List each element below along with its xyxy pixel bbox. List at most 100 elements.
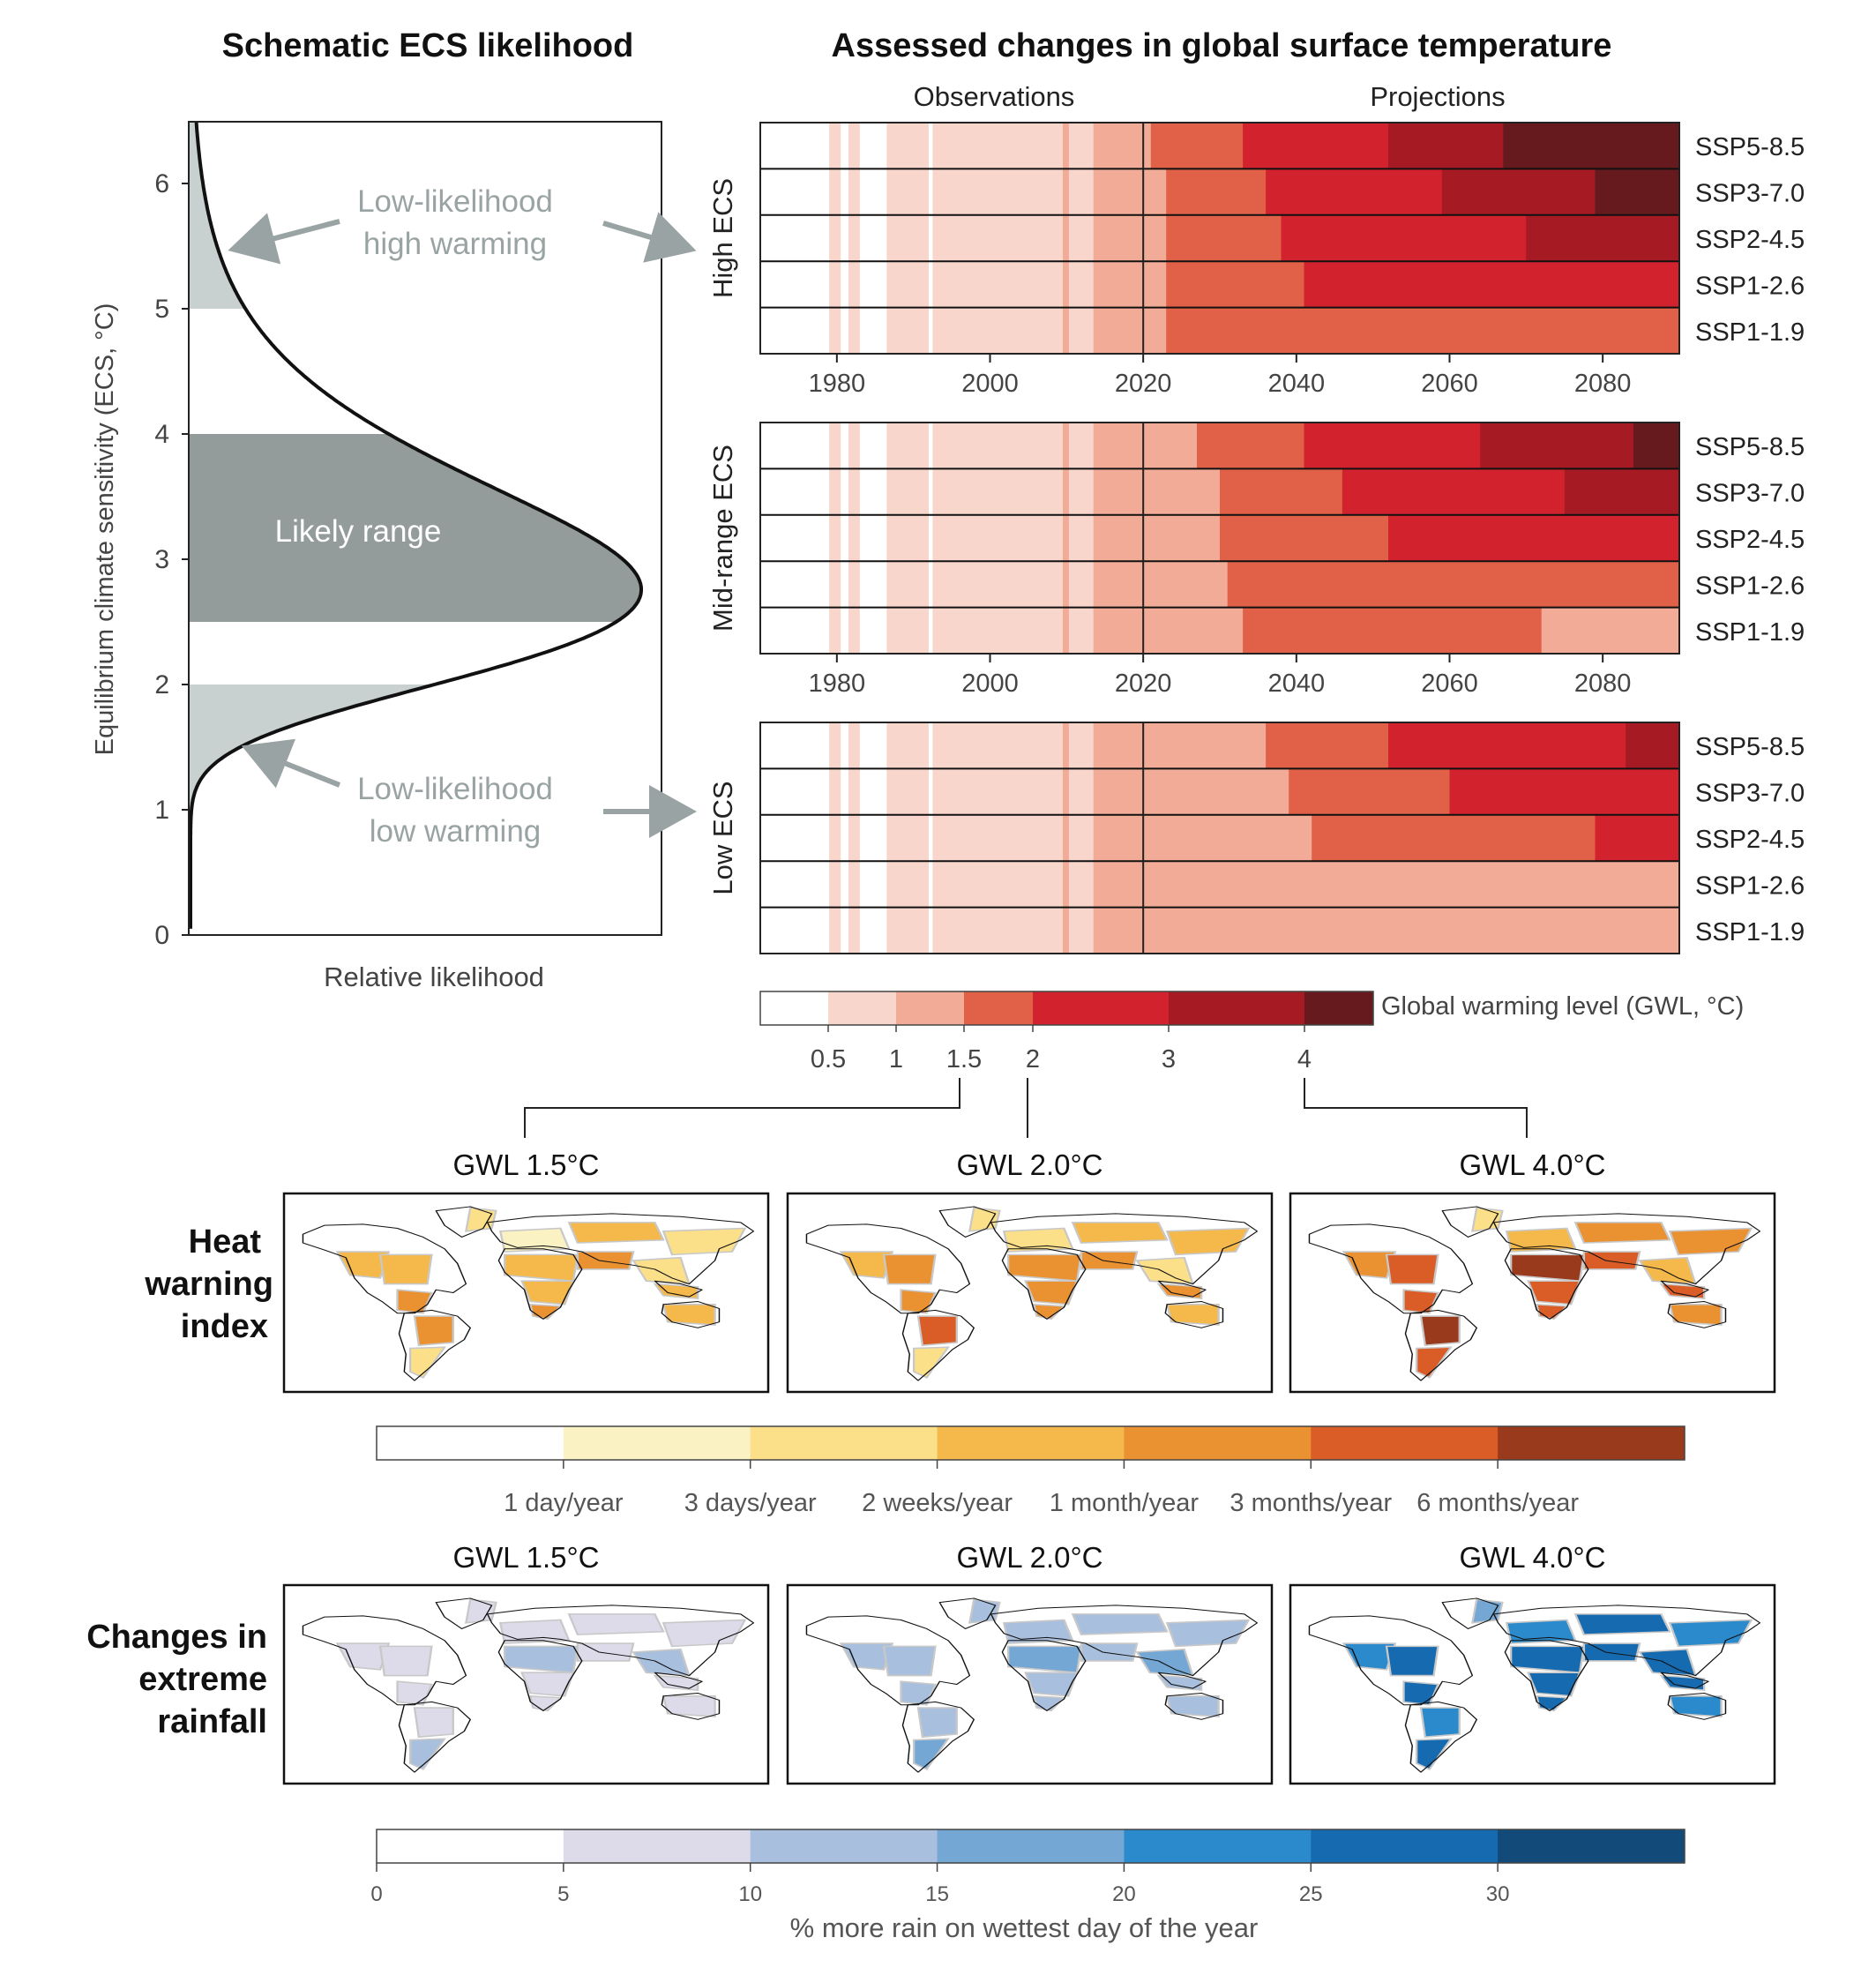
rain-row-label-line3: rainfall: [157, 1703, 267, 1740]
low-tail-band: [189, 685, 435, 810]
observation-stripe: [760, 307, 830, 354]
observation-stripe: [841, 168, 849, 215]
map-region: [839, 1251, 894, 1279]
observation-stripe: [841, 861, 849, 908]
projections-label: Projections: [1370, 81, 1505, 112]
map-region: [1342, 1642, 1397, 1671]
gwl-tick-label: 0.5: [811, 1045, 846, 1074]
map-region: [576, 1642, 635, 1662]
observation-stripe: [1068, 722, 1095, 769]
coastline: [901, 1701, 975, 1773]
map-region: [839, 1642, 894, 1671]
gwl-tick-label: 2: [1026, 1045, 1040, 1074]
observation-stripe: [932, 168, 1064, 215]
ecs-group-panel: SSP5-8.5 SSP3-7.0 SSP2-4.5 SSP1-2.6 SSP1-1.9…: [707, 422, 1805, 698]
projection-stripe: [1166, 214, 1282, 262]
projection-stripe: [1342, 468, 1566, 515]
observation-stripe: [929, 814, 933, 862]
map-region: [1471, 1598, 1504, 1624]
projection-stripe: [1304, 423, 1481, 469]
ecs-group-panel: SSP5-8.5 SSP3-7.0 SSP2-4.5 SSP1-2.6 SSP1-1.9…: [707, 122, 1805, 398]
observation-stripe: [859, 168, 887, 215]
observation-stripe: [1063, 261, 1070, 308]
coastline: [938, 1597, 997, 1629]
projection-stripe: [1143, 261, 1167, 308]
map-region: [567, 1613, 665, 1635]
observation-stripe: [886, 861, 930, 908]
coastline: [1441, 1206, 1499, 1238]
observation-stripe: [932, 814, 1064, 862]
map-region: [1165, 1619, 1251, 1648]
rain-legend-tick-label: 5: [557, 1882, 569, 1906]
projection-stripe: [1227, 561, 1680, 608]
projection-stripe: [1281, 214, 1527, 262]
map-region: [465, 1598, 497, 1624]
projection-stripe: [1220, 468, 1343, 515]
rain-legend-tick-label: 15: [925, 1882, 949, 1906]
observation-stripe: [929, 168, 933, 215]
ecs-group-label: Mid-range ECS: [707, 445, 738, 632]
heat-legend-label: 1 day/year: [504, 1489, 624, 1517]
projection-stripe: [1388, 123, 1504, 169]
map-region: [1024, 1672, 1079, 1697]
rain-map-panel: [786, 1583, 1274, 1785]
map-region: [378, 1253, 433, 1285]
observation-stripe: [841, 307, 849, 354]
map-region: [1668, 1227, 1753, 1256]
heat-legend-label: 3 months/year: [1229, 1489, 1392, 1517]
map-region: [567, 1222, 665, 1244]
observation-stripe: [932, 307, 1064, 354]
observation-stripe: [848, 214, 861, 262]
observation-stripe: [859, 468, 887, 515]
arrow-to-high-tail: [228, 213, 340, 265]
observation-stripe: [886, 514, 930, 562]
coastline: [486, 1213, 755, 1285]
map-region: [1573, 1613, 1671, 1635]
heat-legend-label: 1 month/year: [1050, 1489, 1200, 1517]
coastline: [1157, 1672, 1207, 1689]
observation-stripe: [760, 168, 830, 215]
map-region: [1080, 1251, 1139, 1270]
high-warming-label-line2: high warming: [363, 227, 547, 261]
arrow-to-low-tail: [241, 738, 341, 789]
projection-stripe: [1143, 214, 1167, 262]
gwl-legend-swatch: [1169, 991, 1305, 1025]
observation-stripe: [760, 468, 830, 515]
coastline: [1308, 1615, 1474, 1706]
observation-stripe: [859, 561, 887, 608]
heat-legend-swatch: [377, 1426, 564, 1460]
observation-stripe: [886, 768, 930, 815]
coastline: [1164, 1300, 1224, 1328]
coastline: [1441, 1597, 1499, 1629]
observation-stripe: [1093, 423, 1144, 469]
observation-stripe: [932, 214, 1064, 262]
observation-stripe: [841, 261, 849, 308]
coastline: [1492, 1605, 1761, 1677]
low-warming-label-line2: low warming: [370, 814, 542, 849]
projection-stripe: [1143, 768, 1289, 815]
rain-legend-label: % more rain on wettest day of the year: [790, 1912, 1259, 1943]
observation-stripe: [1068, 814, 1095, 862]
observation-stripe: [1093, 261, 1144, 308]
coastline: [1404, 1309, 1477, 1381]
ecs-group-panel: SSP5-8.5 SSP3-7.0 SSP2-4.5 SSP1-2.6 SSP1-1.9…: [707, 722, 1805, 954]
observation-stripe: [841, 123, 849, 169]
heat-legend-swatch: [750, 1426, 938, 1460]
observation-stripe: [1093, 123, 1144, 169]
projection-stripe: [1503, 123, 1680, 169]
coastline: [302, 1223, 467, 1314]
observation-stripe: [829, 307, 841, 354]
scenario-label: SSP5-8.5: [1695, 433, 1805, 461]
observation-stripe: [848, 514, 861, 562]
observation-stripe: [841, 561, 849, 608]
coastline: [1157, 1280, 1207, 1298]
observation-stripe: [929, 861, 933, 908]
observation-stripe: [841, 768, 849, 815]
map-region: [1668, 1694, 1723, 1717]
projection-stripe: [1143, 607, 1244, 654]
map-region: [1342, 1251, 1397, 1279]
observation-stripe: [1068, 607, 1095, 654]
coastline: [654, 1280, 703, 1298]
map-region: [1165, 1694, 1220, 1717]
observation-stripe: [1093, 814, 1144, 862]
